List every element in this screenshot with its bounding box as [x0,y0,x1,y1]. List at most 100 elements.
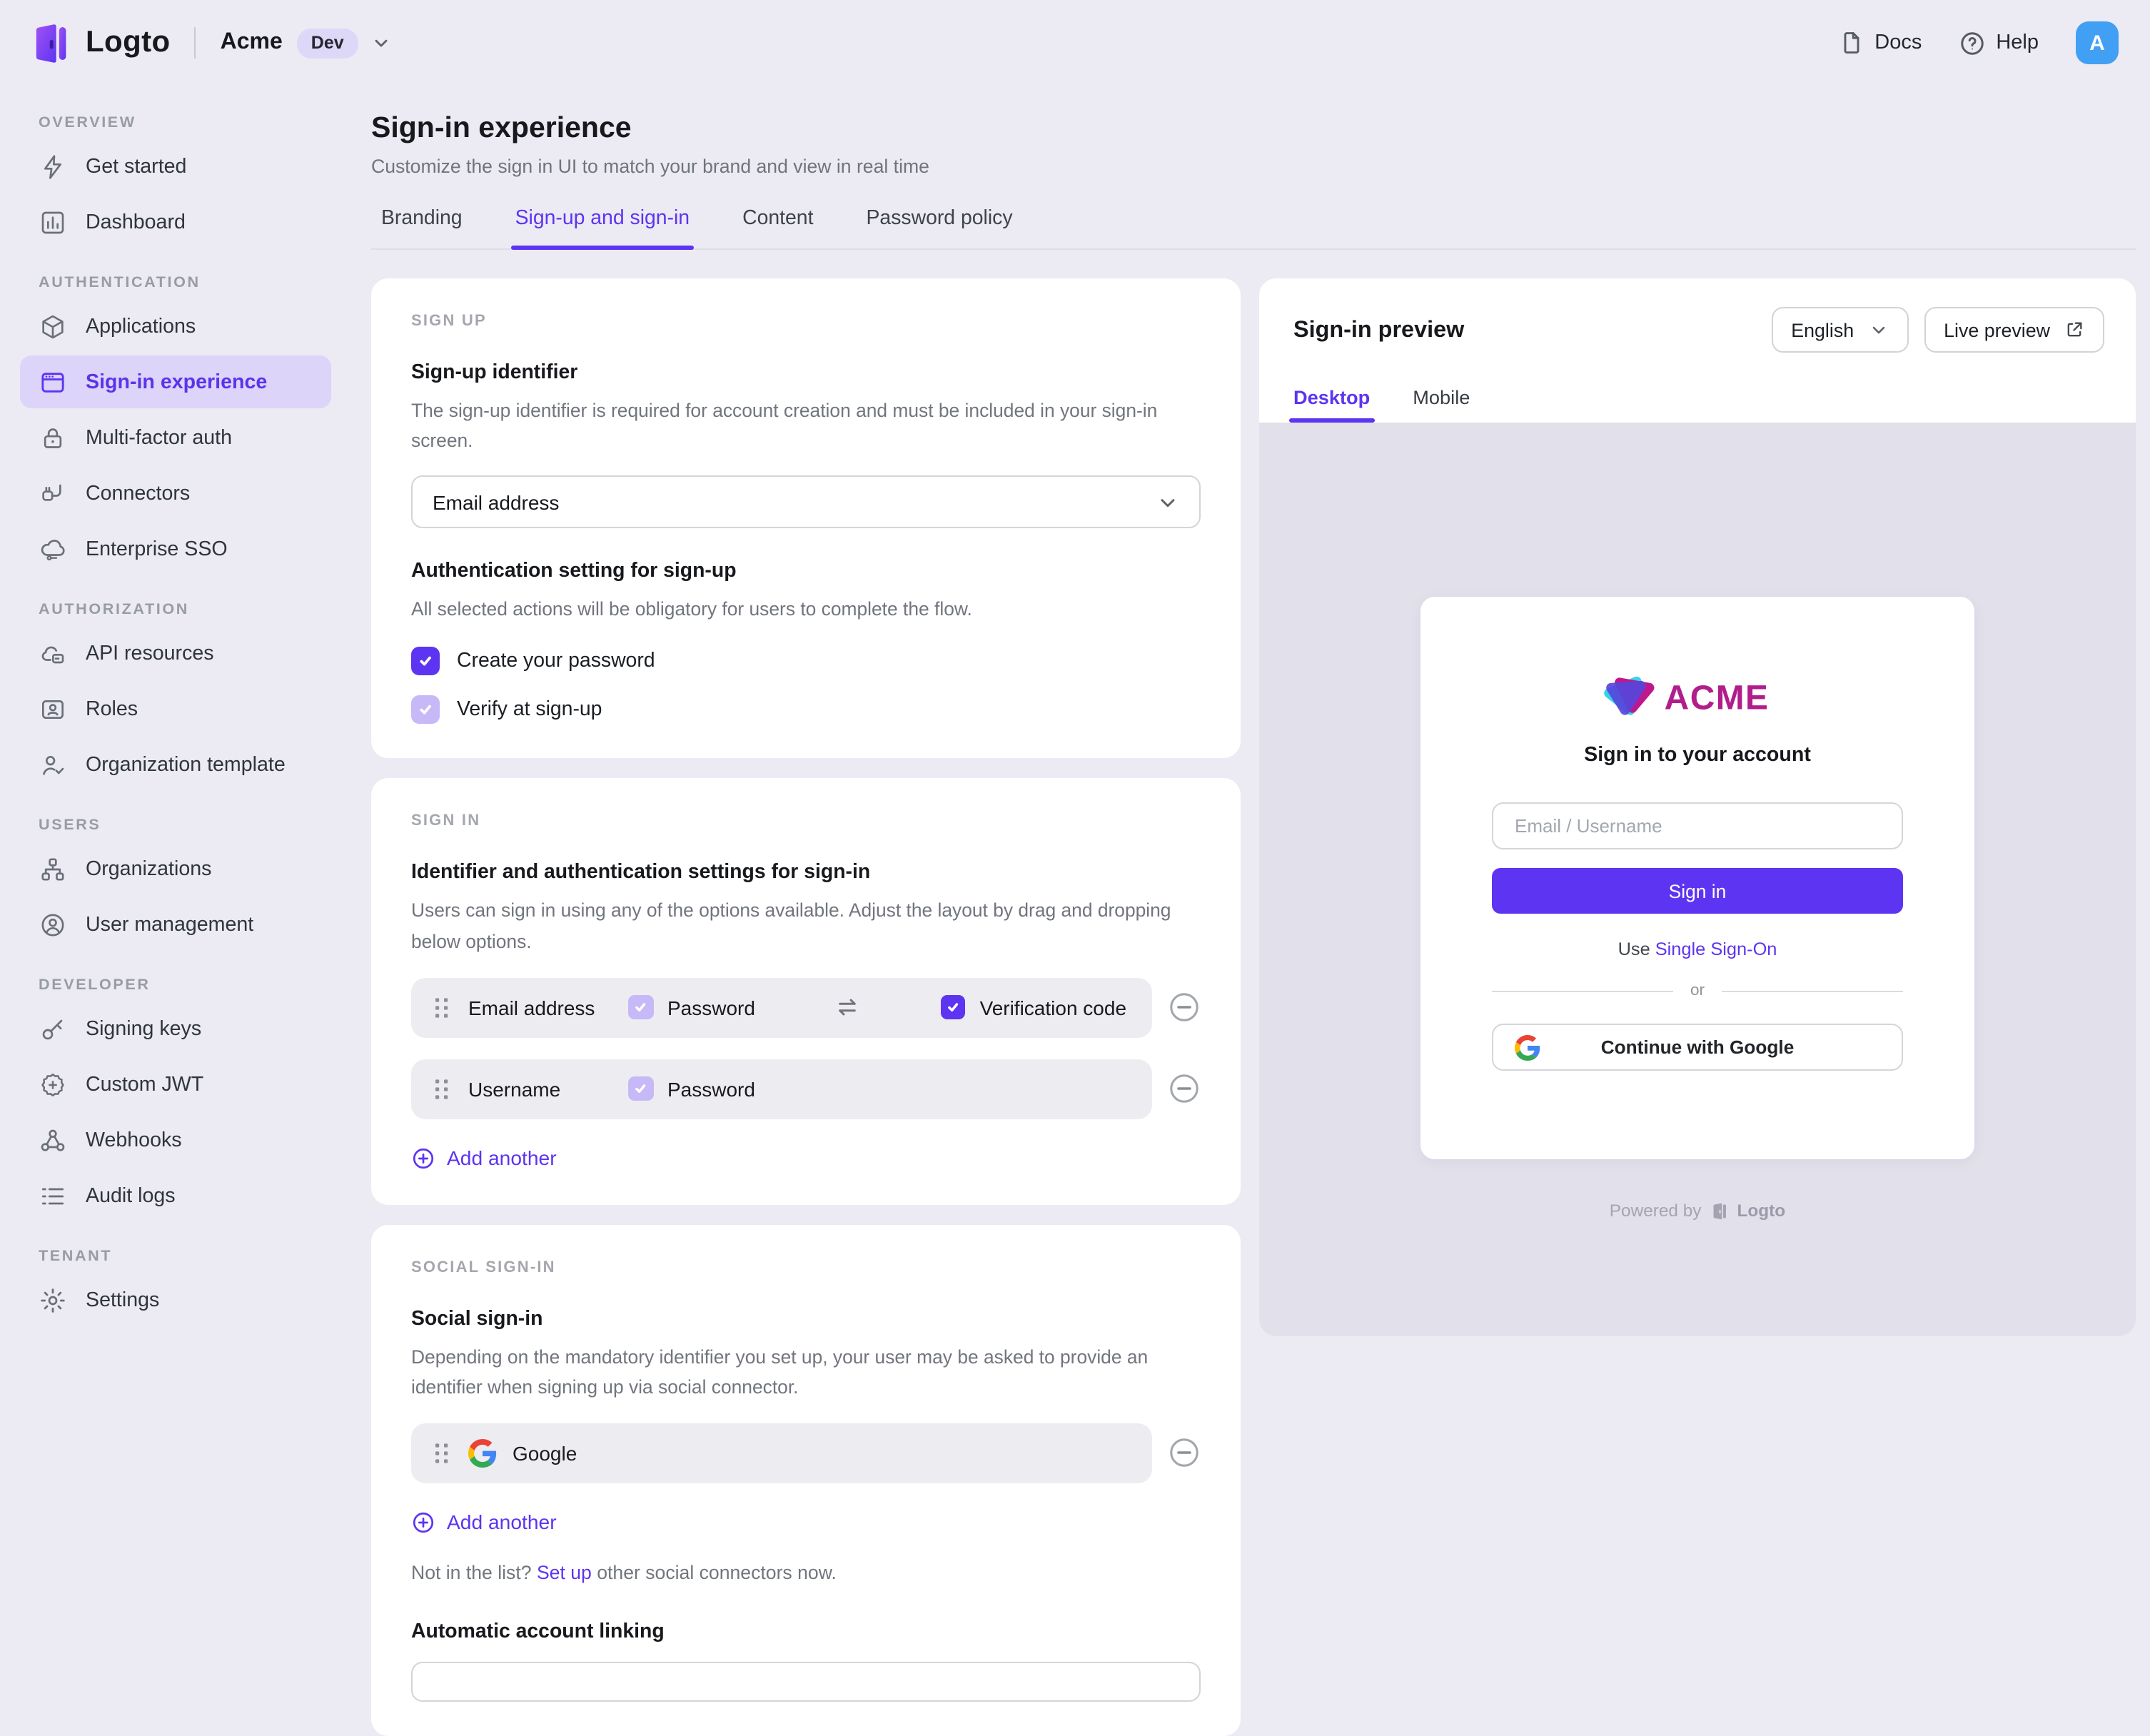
drag-handle-icon[interactable] [434,1077,450,1100]
auth-setting-desc: All selected actions will be obligatory … [411,598,972,620]
drag-handle-icon[interactable] [434,1442,450,1465]
sidebar-item-get-started[interactable]: Get started [20,140,331,193]
cloud-box-icon [41,645,64,663]
social-title: Social sign-in [411,1307,543,1331]
continue-with-google-button[interactable]: Continue with Google [1492,1024,1903,1071]
identifier-row-email: Email address Password [411,977,1201,1038]
email-username-input[interactable] [1492,802,1903,849]
or-divider: or [1492,982,1903,999]
avatar[interactable]: A [2076,21,2119,64]
remove-row-button[interactable] [1168,991,1201,1024]
google-icon [468,1438,497,1468]
checkbox-checked[interactable] [411,647,440,676]
checkbox-label: Verify at sign-up [457,698,602,722]
sidebar-item-organizations[interactable]: Organizations [20,842,331,895]
sign-in-button[interactable]: Sign in [1492,868,1903,914]
person-check-icon [43,755,64,774]
social-section-label: SOCIAL SIGN-IN [411,1258,556,1276]
logto-brand[interactable]: Logto [29,21,171,65]
drag-handle-icon[interactable] [434,996,450,1019]
factor-password: Password [628,1076,755,1101]
sidebar-item-applications[interactable]: Applications [20,300,331,353]
browser-icon [41,372,64,392]
checkbox-label: Create your password [457,650,655,673]
sidebar-item-custom-jwt[interactable]: Custom JWT [20,1058,331,1111]
social-desc: Depending on the mandatory identifier yo… [411,1346,1149,1398]
id-card-icon [41,700,64,718]
draggable-connector-row[interactable]: Google [411,1423,1152,1483]
checkbox-checked-muted[interactable] [628,1076,653,1101]
connector-name: Google [513,1441,577,1465]
help-icon [1959,29,1986,56]
sidebar-item-webhooks[interactable]: Webhooks [20,1114,331,1166]
identifier-name: Email address [468,996,595,1019]
tab-desktop[interactable]: Desktop [1289,387,1374,423]
remove-row-button[interactable] [1168,1437,1201,1470]
sidebar-item-api-resources[interactable]: API resources [20,627,331,680]
sidebar-item-audit-logs[interactable]: Audit logs [20,1169,331,1222]
live-preview-button[interactable]: Live preview [1924,307,2104,353]
checkbox-checked[interactable] [940,994,966,1020]
plus-circle-icon [411,1510,435,1535]
sidebar-item-signing-keys[interactable]: Signing keys [20,1002,331,1055]
sign-up-identifier-select[interactable]: Email address [411,475,1201,529]
sidebar-item-enterprise-sso[interactable]: Enterprise SSO [20,523,331,575]
draggable-identifier-row[interactable]: Username Password [411,1059,1152,1119]
cloud-key-icon [41,539,65,560]
add-another-identifier-button[interactable]: Add another [411,1146,557,1170]
page-title: Sign-in experience [371,111,632,144]
docs-link[interactable]: Docs [1839,30,1922,56]
connector-row-google: Google [411,1423,1201,1483]
sidebar-section-authentication: AUTHENTICATION [39,274,201,291]
add-another-connector-button[interactable]: Add another [411,1510,557,1535]
topbar-actions: Docs Help A [1839,21,2119,64]
sign-in-settings-desc: Users can sign in using any of the optio… [411,899,1171,952]
sidebar-item-multi-factor-auth[interactable]: Multi-factor auth [20,411,331,464]
help-label: Help [1996,31,2039,54]
docs-label: Docs [1874,31,1922,54]
checkbox-checked-muted[interactable] [411,695,440,725]
topbar: Logto Acme Dev Docs Help A [0,0,2150,86]
divider [194,27,196,59]
language-select[interactable]: English [1771,307,1909,353]
social-sign-in-card: SOCIAL SIGN-IN Social sign-in Depending … [371,1224,1241,1736]
lock-icon [44,428,62,448]
draggable-identifier-row[interactable]: Email address Password [411,977,1152,1038]
sidebar-section-overview: OVERVIEW [39,114,136,131]
set-up-link[interactable]: Set up [536,1561,592,1583]
org-chart-icon [41,857,64,880]
preview-sign-in-screen: ACME Sign in to your account Sign in Use… [1420,597,1974,1159]
factor-verification-code: Verification code [940,994,1126,1020]
tab-password-policy[interactable]: Password policy [866,207,1013,230]
brand-name: Logto [86,26,171,59]
checkbox-row-create-password: Create your password [411,647,1201,676]
help-link[interactable]: Help [1959,29,2039,56]
checkbox-checked-muted[interactable] [628,994,653,1020]
svg-text:ACME: ACME [1665,679,1770,717]
sidebar-item-dashboard[interactable]: Dashboard [20,196,331,248]
sidebar-section-tenant: TENANT [39,1248,113,1265]
page-subtitle: Customize the sign in UI to match your b… [371,156,929,177]
tab-branding[interactable]: Branding [381,207,463,230]
sign-up-identifier-label: Sign-up identifier [411,361,578,384]
remove-row-button[interactable] [1168,1072,1201,1105]
tab-sign-up-and-sign-in[interactable]: Sign-up and sign-in [510,207,695,250]
connector-note: Not in the list? Set up other social con… [411,1561,837,1583]
sidebar-item-sign-in-experience[interactable]: Sign-in experience [20,355,331,408]
tenant-selector[interactable]: Acme Dev [221,28,391,58]
account-linking-control[interactable] [411,1661,1201,1702]
preview-viewport: ACME Sign in to your account Sign in Use… [1259,423,2136,1336]
single-sign-on-link[interactable]: Single Sign-On [1655,939,1777,959]
sidebar-item-roles[interactable]: Roles [20,682,331,735]
factor-password: Password [628,994,755,1020]
acme-logo: ACME [1596,674,1799,717]
sign-in-card: SIGN IN Identifier and authentication se… [371,778,1241,1205]
sidebar-item-connectors[interactable]: Connectors [20,467,331,520]
tab-mobile[interactable]: Mobile [1413,387,1470,408]
preview-device-tabs: Desktop Mobile [1259,387,2136,423]
sidebar-item-organization-template[interactable]: Organization template [20,738,331,791]
auth-setting-title: Authentication setting for sign-up [411,560,737,583]
sidebar-item-settings[interactable]: Settings [20,1273,331,1326]
sidebar-item-user-management[interactable]: User management [20,898,331,951]
tab-content[interactable]: Content [742,207,814,230]
